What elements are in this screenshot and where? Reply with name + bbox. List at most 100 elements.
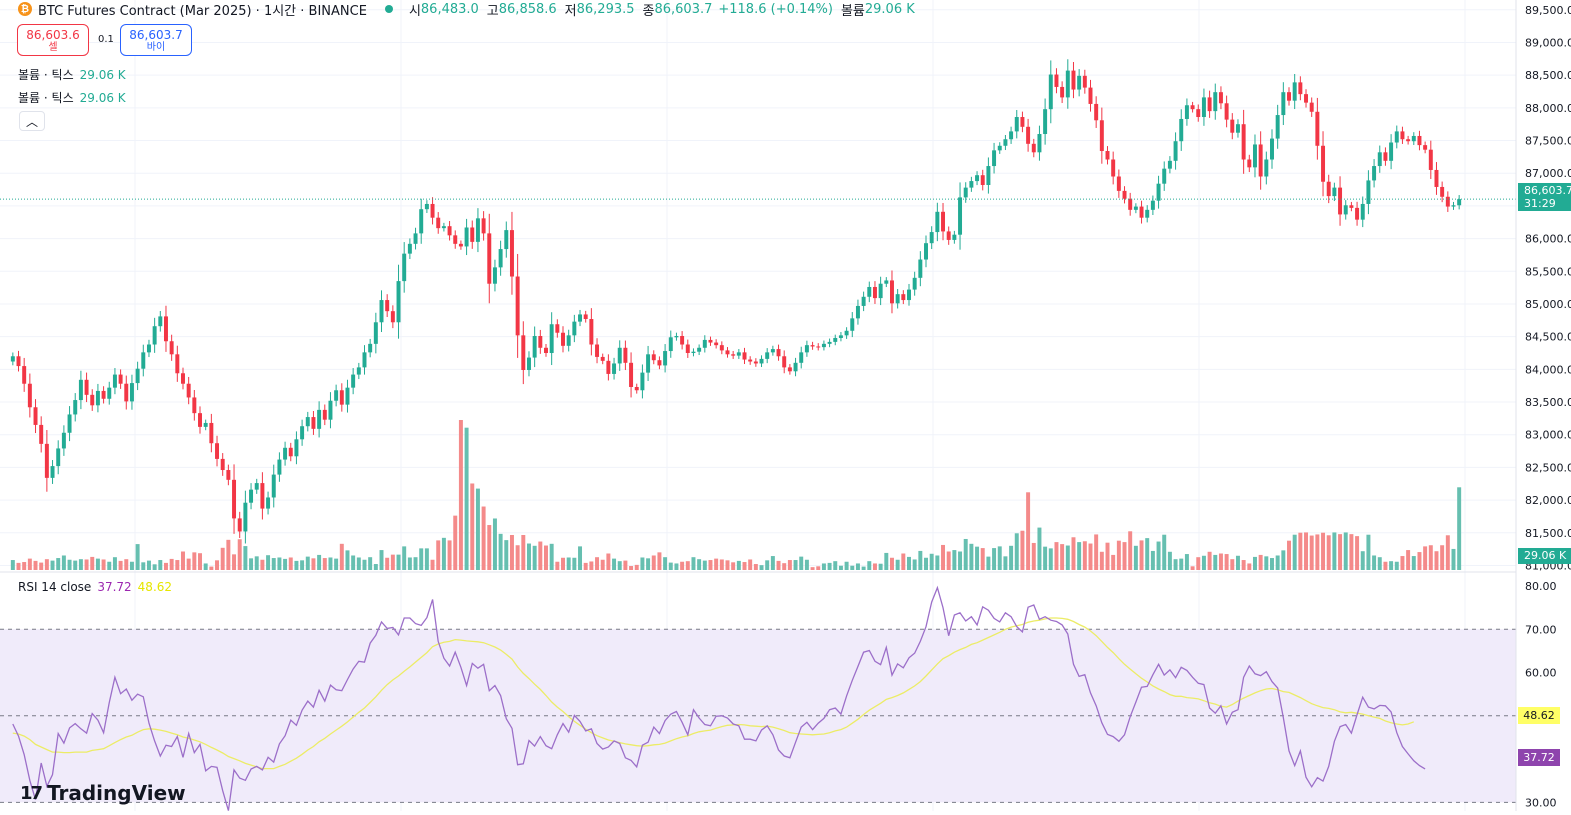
candle [725,347,730,358]
volume-bar [1099,551,1104,570]
candle [583,310,588,323]
candle-body [589,319,594,345]
candle [838,332,843,342]
candle [1190,101,1195,113]
candle [861,291,866,312]
buy-label: 바이 [146,41,166,53]
candle-body [1088,87,1093,104]
candle-body [1156,183,1161,201]
volume-bar [782,563,787,570]
tradingview-logo[interactable]: 17 TradingView [20,781,186,805]
candle [277,452,282,482]
volume-bar [78,559,83,570]
volume-bar [1247,563,1252,570]
collapse-legend-button[interactable]: ︿ [19,111,45,131]
candle [810,341,815,350]
indicator-legend-volume-1[interactable]: 볼륨 · 틱스 29.06 K [18,66,126,83]
candle-body [475,218,480,242]
candle-body [1167,160,1172,169]
candle [1383,147,1388,166]
candle-body [1366,180,1371,204]
candle-body [1150,200,1155,210]
candle-body [549,324,554,354]
volume-bar [209,566,214,570]
candle-body [1292,82,1297,101]
volume-bar [674,563,679,570]
price-axis-label: 81,500.0 [1525,527,1571,540]
volume-bar [152,564,157,570]
candle-body [833,337,838,342]
candle-body [617,347,622,364]
candle [1071,62,1076,99]
volume-bar [492,518,497,570]
candle [1122,186,1127,204]
volume-bar [203,563,208,570]
candle [770,345,775,356]
candle [634,383,639,394]
candle [220,453,225,476]
market-status-icon[interactable] [384,5,393,13]
volume-bar [271,558,276,570]
candle [742,347,747,365]
volume-bar [192,552,197,570]
candle [1003,134,1008,151]
candle-body [561,332,565,346]
candle-body [1411,135,1416,142]
symbol-title[interactable]: BTC Futures Contract (Mar 2025) · 1시간 · … [38,3,367,19]
volume-bar [935,555,940,570]
volume-bar [254,556,259,570]
volume-bar [1372,555,1377,570]
candle-body [1213,92,1218,112]
candle-body [1394,131,1399,143]
volume-bar [33,560,38,570]
candle [27,373,32,418]
candle [458,240,463,250]
candle-body [198,413,202,427]
volume-bar [685,561,690,570]
candle [708,336,713,346]
volume-bar [833,561,838,570]
candle [1026,118,1031,152]
candle-body [73,400,78,415]
candle-body [1383,152,1388,161]
indicator-legend-volume-2[interactable]: 볼륨 · 틱스 29.06 K [18,89,126,106]
volume-bar [198,553,202,570]
price-axis-label: 85,500.0 [1525,265,1571,278]
volume-bar [1167,551,1172,570]
volume-bars [10,420,1462,570]
volume-bar [39,562,44,570]
candle [1020,111,1025,133]
candle-body [328,400,333,420]
volume-bar [1156,541,1161,570]
candle [674,332,679,341]
volume-bar [1360,551,1365,570]
candle-body [498,249,503,268]
volume-bar [629,566,634,570]
candle-body [1406,139,1411,142]
volume-bar [1440,545,1445,570]
candle [294,431,299,465]
candle [1167,156,1172,174]
candle-body [889,280,894,304]
candle [878,276,883,306]
volume-bar [300,560,305,570]
candle [515,253,520,358]
candle-body [424,203,429,210]
candle-body [436,217,441,229]
price-axis-label: 82,000.0 [1525,494,1571,507]
rsi-legend[interactable]: RSI 14 close 37.72 48.62 [18,580,172,594]
candle-body [787,367,792,372]
sell-button[interactable]: 86,603.6 셀 [17,24,89,56]
buy-button[interactable]: 86,603.7 바이 [120,24,192,56]
candle [419,198,424,244]
volume-bar [708,560,713,570]
candle-body [50,466,55,478]
candle [1445,191,1450,212]
candle [1014,110,1019,139]
volume-bar [504,540,509,570]
volume-bar [526,543,531,570]
candle-body [1196,109,1201,118]
candle [731,350,736,359]
